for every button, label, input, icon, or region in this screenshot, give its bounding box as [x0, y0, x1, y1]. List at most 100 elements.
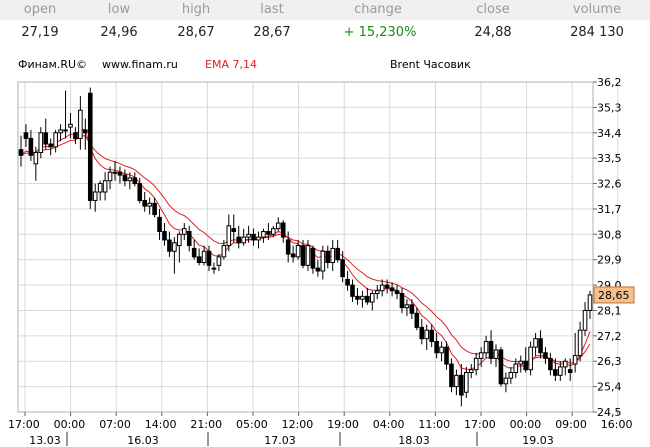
- candle: [23, 124, 29, 147]
- candle: [261, 228, 266, 243]
- candle: [201, 245, 207, 266]
- candle: [142, 192, 147, 212]
- x-tick-label: 00:00: [510, 418, 542, 431]
- candle: [350, 279, 355, 302]
- candle: [582, 302, 588, 336]
- candle: [409, 299, 415, 319]
- value-close: 24,88: [474, 25, 512, 40]
- site-label[interactable]: www.finam.ru: [102, 58, 178, 71]
- candle: [241, 228, 246, 246]
- candle: [340, 251, 345, 283]
- x-tick-label: 14:00: [145, 418, 177, 431]
- candle: [449, 358, 454, 393]
- header-low: low: [107, 2, 131, 17]
- candle: [92, 183, 98, 212]
- candle: [246, 225, 251, 243]
- header-last: last: [260, 2, 284, 17]
- candle: [355, 287, 360, 305]
- ema-line-7: [20, 128, 591, 370]
- candle: [251, 228, 256, 246]
- candle: [325, 245, 331, 269]
- date-label: 16.03: [127, 434, 159, 447]
- candle: [221, 239, 227, 260]
- candle: [572, 333, 578, 373]
- candle: [335, 239, 340, 263]
- candle: [58, 124, 63, 142]
- candle: [419, 318, 425, 345]
- candle: [107, 166, 113, 190]
- candle: [167, 231, 172, 257]
- ema-line-14: [20, 135, 591, 364]
- value-change: + 15,230%: [343, 25, 417, 40]
- candle: [562, 358, 568, 376]
- last-price-marker: 28,65: [593, 286, 635, 304]
- candle: [132, 172, 138, 187]
- candle: [157, 208, 162, 240]
- candle: [53, 129, 58, 153]
- candle: [374, 285, 380, 300]
- chart-title: Brent Часовик: [390, 58, 471, 71]
- y-tick-label: 30,8: [597, 228, 622, 241]
- candlestick-chart: Финам.RU© www.finam.ru EMA 7,14 Brent Ча…: [8, 58, 635, 447]
- y-tick-label: 31,7: [597, 203, 622, 216]
- header-change: change: [354, 2, 402, 17]
- value-low: 24,96: [100, 25, 138, 40]
- candle: [478, 347, 484, 367]
- date-label: 19.03: [522, 434, 554, 447]
- quote-values-row: 27,19 24,96 28,67 28,67 + 15,230% 24,88 …: [0, 22, 650, 44]
- candle: [498, 347, 504, 387]
- candle: [365, 287, 370, 305]
- x-tick-label: 09:00: [555, 418, 587, 431]
- candle: [290, 245, 296, 263]
- candle: [68, 113, 73, 139]
- header-high: high: [181, 2, 211, 17]
- candle: [122, 169, 128, 187]
- candle: [152, 197, 157, 218]
- candle: [444, 341, 449, 370]
- candle: [587, 290, 593, 319]
- candle: [320, 245, 326, 280]
- candle: [528, 341, 533, 376]
- candle: [87, 87, 93, 209]
- candle: [285, 231, 291, 263]
- candle: [18, 135, 24, 167]
- y-tick-label: 24,5: [597, 406, 622, 419]
- candle: [414, 307, 420, 331]
- candle: [196, 248, 202, 266]
- candle: [256, 231, 261, 249]
- candle: [577, 321, 583, 362]
- y-axis: 36,235,334,433,532,631,730,829,929,028,1…: [593, 76, 622, 419]
- candle: [271, 225, 276, 238]
- candle: [127, 172, 133, 190]
- candle: [181, 223, 187, 240]
- candle: [558, 361, 563, 381]
- candle: [63, 90, 68, 139]
- ema-layer: [20, 128, 591, 370]
- candle: [236, 225, 242, 249]
- x-tick-label: 17:00: [8, 418, 40, 431]
- candle: [454, 369, 459, 396]
- candle: [345, 270, 350, 291]
- x-tick-label: 16:00: [601, 418, 633, 431]
- candle: [137, 177, 143, 204]
- x-axis: 17:00 00:00 07:00 14:00 21:00 05:00 12:00 19:00…: [8, 412, 633, 431]
- candle: [83, 118, 88, 150]
- candle: [216, 254, 222, 271]
- candle: [518, 355, 524, 373]
- value-high: 28,67: [177, 25, 215, 40]
- candle: [567, 358, 573, 381]
- candle: [330, 239, 336, 271]
- candle: [112, 160, 118, 181]
- candle: [548, 352, 553, 376]
- candle: [300, 239, 306, 269]
- date-label: 13.03: [29, 434, 61, 447]
- candle: [399, 287, 405, 314]
- value-last: 28,67: [253, 25, 291, 40]
- candle: [543, 347, 548, 365]
- x-tick-label: 19:00: [327, 418, 359, 431]
- candle: [43, 118, 49, 150]
- candle: [206, 245, 212, 271]
- y-tick-label: 29,9: [597, 254, 622, 267]
- candle: [266, 223, 271, 240]
- candle: [553, 358, 558, 381]
